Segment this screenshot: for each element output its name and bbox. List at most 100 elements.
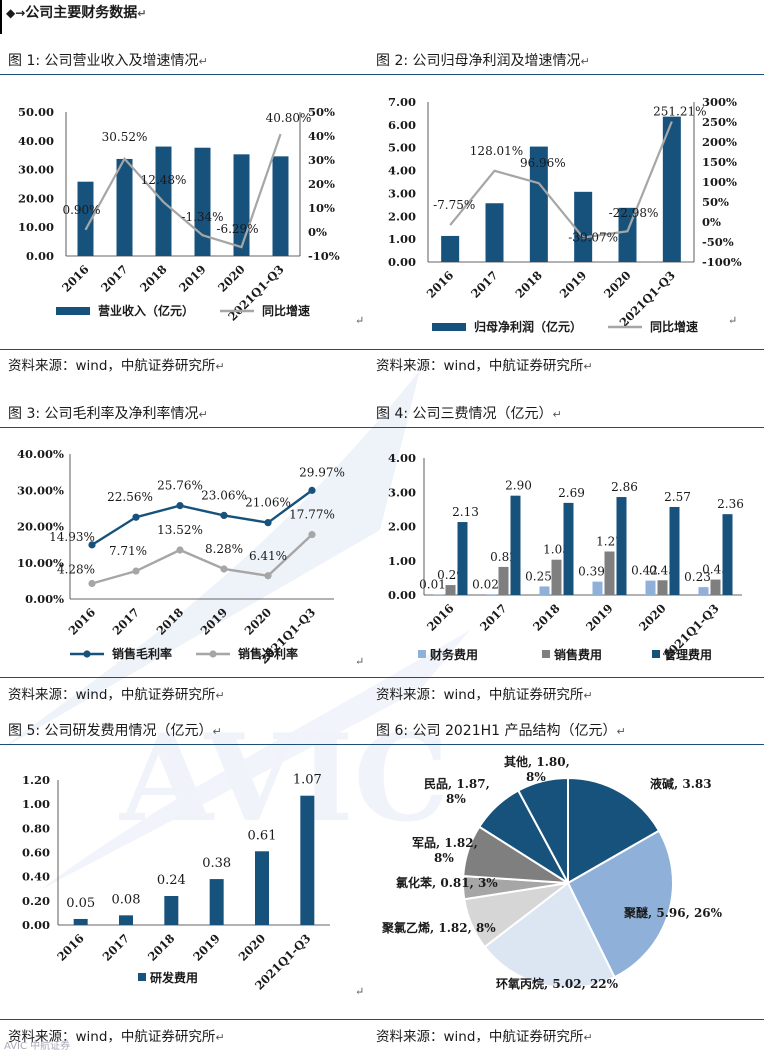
- x-tick-label: 2017: [110, 605, 143, 638]
- legend-label-line: 同比增速: [262, 303, 310, 318]
- figure-4-title-text: 公司三费情况（亿元）: [412, 406, 553, 422]
- source-text: 资料来源：wind，中航证券研究所: [8, 687, 216, 703]
- chart-rd: 0.00 0.20 0.40 0.60 0.80 1.00 1.20 0.05 0.08 0.24…: [22, 773, 330, 993]
- data-label: 1.07: [293, 773, 322, 788]
- figure-1-title: 图 1: 公司营业收入及增速情况↵: [8, 50, 208, 70]
- bar: [485, 203, 504, 262]
- rule-top-3: [0, 744, 764, 745]
- bar: [164, 896, 179, 925]
- data-label: 0.61: [248, 828, 277, 843]
- x-tick-label: 2017: [98, 262, 131, 295]
- growth-data-label: -1.34%: [181, 210, 223, 224]
- y-tick-label: 50%: [702, 195, 729, 209]
- x-tick-label: 2016: [424, 268, 457, 301]
- y-tick-label: 7.00: [388, 95, 416, 109]
- x-tick-label: 2017: [477, 601, 510, 634]
- growth-line: [84, 133, 282, 249]
- data-label: 0.42: [631, 564, 658, 578]
- y-tick-label: 0.00: [26, 249, 54, 263]
- pie-label-percent: 8%: [526, 770, 546, 784]
- bar: [486, 594, 497, 595]
- legend-marker-1: [83, 650, 91, 658]
- legend-label-line: 同比增速: [650, 319, 698, 334]
- return-mark: ↵: [355, 985, 365, 998]
- bar: [445, 585, 456, 595]
- data-label: 1.27: [596, 535, 623, 549]
- rule-bottom-3: [0, 1019, 764, 1020]
- data-label: 1.03: [543, 543, 570, 557]
- data-label: 0.82: [490, 550, 517, 564]
- data-label: 25.76%: [157, 479, 203, 493]
- return-mark: ↵: [583, 689, 593, 702]
- chart-margins: 0.00% 10.00% 20.00% 30.00% 40.00% 14.93% 22.56…: [17, 447, 345, 667]
- pie-label-percent: 8%: [446, 792, 466, 806]
- legend-swatch: [138, 973, 146, 981]
- rule-top-1: [0, 74, 764, 75]
- line-point: [220, 511, 228, 520]
- data-label: 13.52%: [157, 523, 203, 537]
- data-label: 4.28%: [57, 562, 95, 576]
- x-tick-label: 2019: [198, 605, 231, 638]
- bar: [539, 586, 550, 595]
- figure-5-label: 图 5:: [8, 723, 41, 739]
- pie-slice: [566, 829, 674, 979]
- return-mark: ↵: [580, 55, 590, 68]
- pie-label: 其他, 1.80,: [504, 754, 570, 769]
- data-label: 0.43: [649, 563, 676, 577]
- y-tick-label: 2.00: [388, 209, 416, 223]
- pie-label: 民品, 1.87,: [424, 777, 490, 791]
- y-tick-label: 1.00: [388, 232, 416, 246]
- bar: [662, 116, 681, 262]
- line-series: [91, 533, 313, 585]
- source-text: 资料来源：wind，中航证券研究所: [8, 1029, 216, 1045]
- data-label: 0.24: [157, 873, 186, 888]
- y-tick-label: -10%: [308, 249, 340, 263]
- figure-6-title: 图 6: 公司 2021H1 产品结构（亿元）↵: [376, 720, 626, 740]
- bar: [529, 146, 548, 262]
- x-tick-label: 2018: [137, 262, 170, 295]
- return-mark: ↵: [215, 689, 225, 702]
- figure-2-title: 图 2: 公司归母净利润及增速情况↵: [376, 50, 590, 70]
- y-tick-label: 20.00: [18, 191, 54, 205]
- y-tick-label: 0.40: [22, 870, 50, 884]
- y-tick-label: 300%: [702, 95, 737, 109]
- data-label: 8.28%: [205, 542, 243, 556]
- y-tick-label: 0.80: [22, 821, 50, 835]
- data-label: 2.90: [505, 479, 532, 493]
- data-label: 0.01: [419, 578, 446, 592]
- return-mark: ↵: [355, 655, 365, 668]
- legend-swatch-bar: [56, 307, 90, 315]
- data-label: 0.23: [684, 570, 711, 584]
- figure-2-title-text: 公司归母净利润及增速情况: [412, 53, 581, 69]
- return-mark: ↵: [552, 408, 562, 421]
- pie-label-percent: 8%: [434, 851, 454, 865]
- line-series: [91, 489, 313, 546]
- y-tick-label: 250%: [702, 115, 737, 129]
- bar: [209, 879, 224, 925]
- chart-expenses: 0.00 1.00 2.00 3.00 4.00 0.01 0.02 0.25 0.39 0.42…: [388, 451, 744, 663]
- bar: [73, 918, 88, 925]
- line-point: [308, 530, 316, 539]
- data-label: 2.86: [611, 480, 638, 494]
- bar: [551, 559, 562, 595]
- y-tick-label: 1.20: [22, 773, 50, 787]
- growth-data-label: 0.90%: [62, 203, 100, 217]
- y-tick-label: -100%: [702, 255, 742, 269]
- y-tick-label: 0.00%: [25, 592, 64, 606]
- growth-data-label: -7.75%: [433, 198, 475, 212]
- y-tick-label: 40.00%: [17, 447, 64, 461]
- data-label: 0.45: [702, 563, 729, 577]
- x-tick-label: 2019: [176, 262, 209, 295]
- growth-data-label: 96.96%: [520, 156, 566, 170]
- data-label: 23.06%: [201, 488, 247, 502]
- line-point: [264, 572, 272, 580]
- bar: [194, 147, 211, 256]
- x-tick-label: 2020: [236, 931, 269, 964]
- source-1: 资料来源：wind，中航证券研究所↵: [8, 354, 225, 374]
- rule-top-2: [0, 427, 764, 428]
- y-tick-label: 0.20: [22, 894, 50, 908]
- data-label: 6.41%: [249, 549, 287, 563]
- bar: [710, 579, 721, 595]
- bar: [272, 156, 289, 256]
- bar: [510, 495, 521, 595]
